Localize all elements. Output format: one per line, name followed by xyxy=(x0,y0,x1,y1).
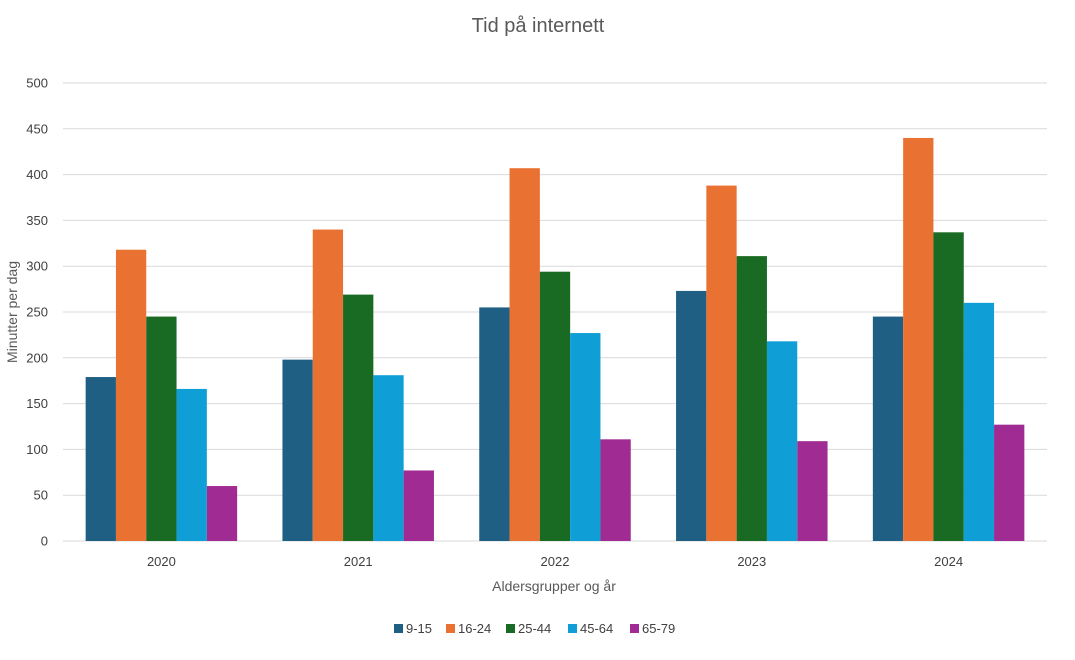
y-tick-label: 500 xyxy=(26,76,48,91)
legend-swatch xyxy=(394,624,403,633)
bar-65-79-2020 xyxy=(206,486,238,541)
legend-swatch xyxy=(506,624,515,633)
bar-25-44-2021 xyxy=(343,294,374,541)
bar-16-24-2022 xyxy=(509,168,540,541)
x-tick-label: 2022 xyxy=(541,554,570,569)
legend-label: 45-64 xyxy=(580,621,613,636)
legend-label: 65-79 xyxy=(642,621,675,636)
bar-45-64-2021 xyxy=(373,375,404,541)
bar-16-24-2020 xyxy=(115,249,147,541)
y-tick-label: 250 xyxy=(26,305,48,320)
x-tick-label: 2020 xyxy=(147,554,176,569)
legend-label: 25-44 xyxy=(518,621,551,636)
bar-65-79-2022 xyxy=(600,439,631,541)
x-axis-label: Aldersgrupper og år xyxy=(492,578,616,594)
x-tick-label: 2021 xyxy=(344,554,373,569)
y-tick-label: 450 xyxy=(26,121,48,136)
legend-item-65-79: 65-79 xyxy=(630,621,675,636)
x-axis-ticks: 2020 2021 2022 2023 2024 xyxy=(147,554,963,569)
bar-9-15-2022 xyxy=(479,307,510,541)
bar-9-15-2021 xyxy=(282,359,313,541)
bar-45-64-2023 xyxy=(766,341,798,541)
legend-item-25-44: 25-44 xyxy=(506,621,551,636)
y-axis-label: Minutter per dag xyxy=(4,261,20,363)
bar-9-15-2023 xyxy=(676,290,707,541)
bar-9-15-2024 xyxy=(872,316,904,541)
legend-item-9-15: 9-15 xyxy=(394,621,432,636)
y-tick-label: 50 xyxy=(34,488,48,503)
y-tick-label: 0 xyxy=(41,534,48,549)
legend-item-45-64: 45-64 xyxy=(568,621,613,636)
bar-16-24-2023 xyxy=(706,185,737,541)
y-tick-label: 400 xyxy=(26,167,48,182)
legend-label: 9-15 xyxy=(406,621,432,636)
bar-25-44-2022 xyxy=(539,271,571,541)
y-tick-label: 300 xyxy=(26,259,48,274)
bar-16-24-2021 xyxy=(312,229,344,541)
bars xyxy=(85,137,1025,541)
y-tick-label: 350 xyxy=(26,213,48,228)
bar-25-44-2023 xyxy=(736,256,767,541)
bar-45-64-2022 xyxy=(570,333,601,541)
bar-45-64-2020 xyxy=(176,388,207,541)
y-tick-label: 100 xyxy=(26,442,48,457)
bar-16-24-2024 xyxy=(903,137,934,541)
bar-25-44-2024 xyxy=(933,232,964,541)
chart-title: Tid på internett xyxy=(472,15,605,37)
bar-9-15-2020 xyxy=(85,377,116,541)
y-tick-label: 200 xyxy=(26,350,48,365)
bar-25-44-2020 xyxy=(146,316,177,541)
bar-65-79-2023 xyxy=(797,441,828,541)
bar-65-79-2021 xyxy=(403,470,434,541)
y-axis-ticks: 0 50 100 150 200 250 300 350 400 450 500 xyxy=(26,76,48,549)
legend-swatch xyxy=(568,624,577,633)
legend-item-16-24: 16-24 xyxy=(446,621,491,636)
legend-label: 16-24 xyxy=(458,621,491,636)
x-tick-label: 2023 xyxy=(737,554,766,569)
bar-45-64-2024 xyxy=(963,302,995,541)
x-tick-label: 2024 xyxy=(934,554,963,569)
legend: 9-15 16-24 25-44 45-64 65-79 xyxy=(394,621,675,636)
legend-swatch xyxy=(630,624,639,633)
legend-swatch xyxy=(446,624,455,633)
y-tick-label: 150 xyxy=(26,396,48,411)
bar-65-79-2024 xyxy=(994,424,1025,541)
